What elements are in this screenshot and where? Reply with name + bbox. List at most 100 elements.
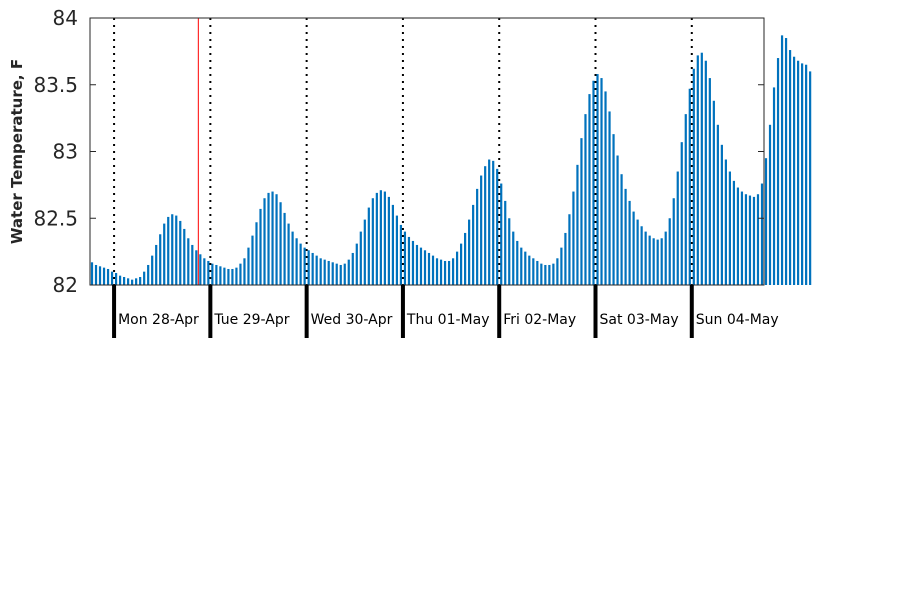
bar xyxy=(319,258,322,285)
bar xyxy=(239,263,242,285)
bar xyxy=(343,263,346,285)
bar xyxy=(648,235,651,285)
bar xyxy=(680,142,683,285)
bar xyxy=(235,267,238,285)
bar xyxy=(251,235,254,285)
bar xyxy=(387,196,390,285)
bar xyxy=(600,78,603,285)
bar xyxy=(347,259,350,285)
bar xyxy=(127,278,130,285)
bar xyxy=(383,191,386,285)
bar xyxy=(359,231,362,285)
bar xyxy=(464,232,467,285)
bar xyxy=(427,252,431,285)
bar xyxy=(247,247,250,285)
bar xyxy=(764,158,768,285)
bar xyxy=(480,175,483,285)
bar xyxy=(215,264,218,285)
plot-area-border xyxy=(89,17,765,286)
bar xyxy=(496,168,499,285)
bar xyxy=(760,183,764,285)
bar xyxy=(805,64,808,285)
bar xyxy=(640,226,643,285)
bar xyxy=(476,188,479,285)
bar xyxy=(211,263,214,285)
bar xyxy=(636,219,639,285)
bar xyxy=(143,271,146,285)
bar xyxy=(243,258,246,285)
bar xyxy=(283,212,286,285)
day-label: Mon 28-Apr xyxy=(118,312,199,328)
bar xyxy=(688,88,691,285)
bar xyxy=(102,267,106,285)
bar xyxy=(592,80,595,286)
bar xyxy=(584,114,587,286)
bar xyxy=(371,198,374,285)
bar xyxy=(744,194,748,285)
bar xyxy=(279,202,282,285)
bar xyxy=(504,200,507,285)
bar xyxy=(114,272,118,285)
bar xyxy=(716,124,719,285)
day-label: Thu 01-May xyxy=(406,312,490,328)
bar xyxy=(484,166,487,285)
y-tick-label: 83 xyxy=(53,140,78,164)
bar xyxy=(363,219,366,285)
bar xyxy=(379,190,382,285)
bar xyxy=(147,264,150,285)
bar xyxy=(776,58,780,285)
bar xyxy=(768,124,772,285)
bar xyxy=(696,55,699,285)
bar xyxy=(139,276,142,285)
bar xyxy=(195,250,198,285)
bar xyxy=(616,155,619,285)
bar xyxy=(159,234,162,285)
bar xyxy=(255,222,258,285)
bar xyxy=(131,279,134,285)
bar xyxy=(700,52,703,286)
bar xyxy=(508,218,511,285)
bar xyxy=(419,247,423,285)
bar xyxy=(167,216,170,285)
bar xyxy=(564,232,567,285)
bar xyxy=(439,259,443,285)
bar xyxy=(315,255,318,285)
bar xyxy=(259,208,262,285)
bar xyxy=(327,260,330,285)
bar xyxy=(492,160,495,285)
bar xyxy=(395,215,399,285)
bar xyxy=(90,262,94,285)
bar xyxy=(223,267,226,285)
bar xyxy=(568,214,571,285)
bar xyxy=(135,278,138,285)
bar xyxy=(528,255,531,285)
bar xyxy=(355,243,358,285)
y-tick-label: 82 xyxy=(53,273,78,297)
bar xyxy=(560,247,563,285)
bar xyxy=(488,159,491,285)
y-tick-label: 83.5 xyxy=(33,73,78,97)
bar xyxy=(443,260,447,285)
bar xyxy=(331,262,334,285)
bar xyxy=(391,204,395,285)
bar xyxy=(756,194,760,285)
bar xyxy=(788,50,792,285)
bar xyxy=(580,138,583,285)
bar xyxy=(612,134,615,285)
day-gridlines xyxy=(113,18,693,285)
bar xyxy=(532,258,535,285)
day-label: Sun 04-May xyxy=(696,312,779,328)
y-axis: 82 82.5 83 83.5 84 xyxy=(33,6,764,297)
bar xyxy=(684,114,687,286)
bar xyxy=(106,268,110,285)
bar xyxy=(668,218,671,285)
bar xyxy=(151,255,154,285)
bar xyxy=(171,214,174,285)
y-axis-label: Water Temperature, F xyxy=(8,59,26,244)
bar xyxy=(415,244,419,285)
bar xyxy=(411,240,415,285)
bar xyxy=(468,219,471,285)
bar xyxy=(792,56,796,286)
bar-series xyxy=(90,35,812,286)
